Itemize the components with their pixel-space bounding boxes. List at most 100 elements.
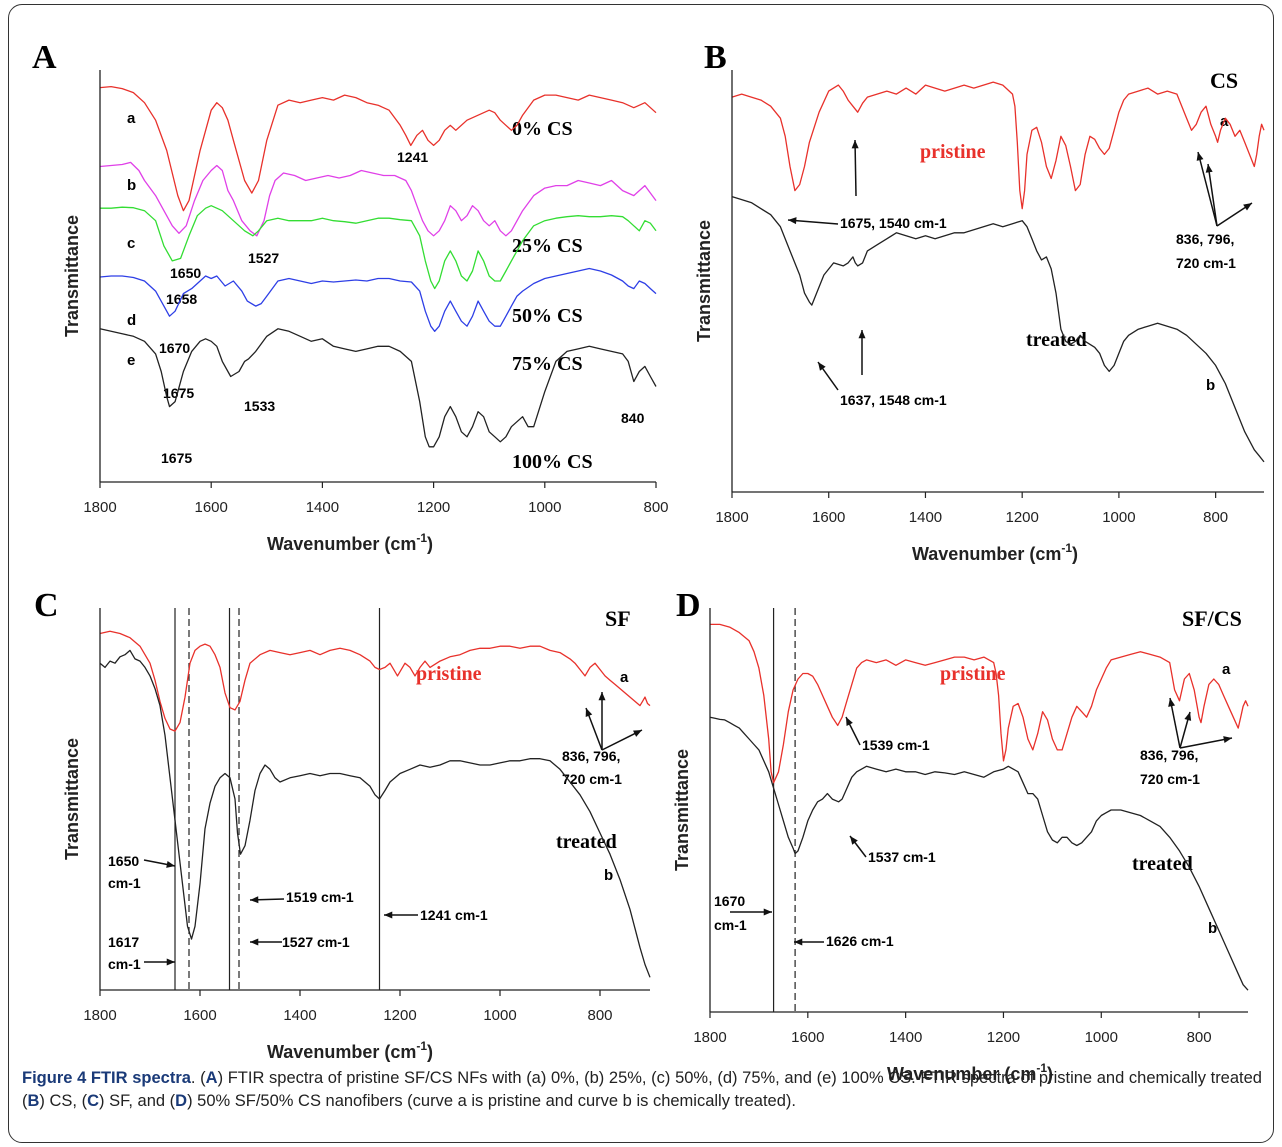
annotation-arrow xyxy=(384,911,418,919)
series-line xyxy=(99,328,657,448)
x-tick-label: 1200 xyxy=(383,1007,416,1024)
curve-letter: b xyxy=(1206,377,1215,394)
x-tick-label: 1600 xyxy=(791,1029,824,1046)
peak-label: 1650 xyxy=(170,265,201,281)
peak-label: 840 xyxy=(621,410,645,426)
annotation-arrow xyxy=(144,958,175,966)
peak-label: 1670 xyxy=(714,893,745,909)
caption-text: . ( xyxy=(190,1069,206,1087)
series-line xyxy=(100,205,657,290)
series-line xyxy=(99,267,657,332)
y-axis-label: Transmittance xyxy=(672,749,692,871)
panel-title: CS xyxy=(1210,68,1238,93)
annotation-arrow xyxy=(845,716,861,746)
x-tick-label: 800 xyxy=(1187,1029,1212,1046)
series-line xyxy=(731,195,1265,463)
series-line xyxy=(710,623,1249,784)
peak-label: 1670 xyxy=(159,340,190,356)
figure-frame xyxy=(8,4,1274,1143)
annotation-arrow xyxy=(1179,711,1192,749)
x-tick-label: 1400 xyxy=(889,1029,922,1046)
peak-label: 1539 cm-1 xyxy=(862,737,930,753)
x-tick-label: 800 xyxy=(587,1007,612,1024)
series-line xyxy=(99,630,651,732)
peak-label: 1650 xyxy=(108,853,139,869)
x-tick-label: 1400 xyxy=(909,509,942,526)
peak-label: cm-1 xyxy=(108,875,141,891)
caption-text: ) FTIR spectra of pristine SF/CS NFs wit… xyxy=(22,1069,1262,1110)
x-tick-label: 1000 xyxy=(528,499,561,516)
curve-letter: b xyxy=(1208,920,1217,937)
y-axis-label: Transmittance xyxy=(694,220,714,342)
annotation-arrow xyxy=(585,707,603,751)
peak-label: cm-1 xyxy=(108,956,141,972)
x-tick-label: 1600 xyxy=(183,1007,216,1024)
series-label: 75% CS xyxy=(512,353,583,375)
peak-label: 1527 xyxy=(248,250,279,266)
series-label: pristine xyxy=(920,141,986,163)
x-tick-label: 1800 xyxy=(693,1029,726,1046)
x-tick-label: 1000 xyxy=(483,1007,516,1024)
annotation-arrow xyxy=(1216,202,1253,227)
series-label: pristine xyxy=(416,663,482,685)
x-tick-label: 1600 xyxy=(195,499,228,516)
peak-label: 1675, 1540 cm-1 xyxy=(840,215,947,231)
peak-label: cm-1 xyxy=(714,917,747,933)
peak-label: 1533 xyxy=(244,398,275,414)
caption-ref: B xyxy=(27,1092,40,1110)
annotation-arrow xyxy=(143,859,176,868)
panel-c: C SF pristine treated a b 1650 cm-1 1617… xyxy=(34,587,651,1062)
x-tick-label: 1200 xyxy=(987,1029,1020,1046)
panel-c-letter: C xyxy=(34,587,59,624)
panel-title: SF xyxy=(605,606,631,631)
series-line xyxy=(99,161,657,237)
annotation-arrow xyxy=(787,217,839,225)
curve-letter: b xyxy=(604,867,613,884)
peak-label: 1527 cm-1 xyxy=(282,934,350,950)
x-tick-label: 1200 xyxy=(1005,509,1038,526)
caption-ref: C xyxy=(87,1092,100,1110)
x-tick-label: 1200 xyxy=(417,499,450,516)
peak-label: 1658 xyxy=(166,291,197,307)
annotation-arrow xyxy=(1205,163,1218,227)
x-tick-label: 1800 xyxy=(83,1007,116,1024)
panel-a: A 0% CS 25% CS 50% CS 75% CS 100% CS a b… xyxy=(32,39,669,554)
panel-title: SF/CS xyxy=(1182,606,1242,631)
caption-ref: D xyxy=(175,1092,188,1110)
series-label: 25% CS xyxy=(512,235,583,257)
x-tick-label: 800 xyxy=(643,499,668,516)
curve-letter: c xyxy=(127,235,135,252)
panel-d: D SF/CS pristine treated a b 1539 cm-1 1… xyxy=(672,587,1249,1084)
peak-label: 720 cm-1 xyxy=(562,771,622,787)
peak-label: 836, 796, xyxy=(1176,231,1234,247)
x-tick-label: 1400 xyxy=(306,499,339,516)
annotation-arrow xyxy=(601,729,643,751)
peak-label: 1637, 1548 cm-1 xyxy=(840,392,947,408)
series-line xyxy=(99,85,657,212)
x-tick-label: 1600 xyxy=(812,509,845,526)
x-tick-label: 1000 xyxy=(1085,1029,1118,1046)
x-axis-label: Wavenumber (cm-1) xyxy=(887,1061,1053,1084)
series-line xyxy=(709,716,1249,991)
caption-text: ) CS, ( xyxy=(39,1092,88,1110)
annotation-arrow xyxy=(794,938,824,946)
series-line xyxy=(731,81,1265,210)
annotation-arrow xyxy=(250,938,282,946)
curve-letter: d xyxy=(127,312,136,329)
x-axis-label: Wavenumber (cm-1) xyxy=(267,1039,433,1062)
x-axis-label: Wavenumber (cm-1) xyxy=(912,541,1078,564)
series-line xyxy=(99,649,651,978)
annotation-arrow xyxy=(817,361,839,391)
annotation-arrow xyxy=(598,692,606,750)
peak-label: 1241 cm-1 xyxy=(420,907,488,923)
series-label: treated xyxy=(1026,329,1087,351)
annotation-arrow xyxy=(730,908,772,916)
panel-d-letter: D xyxy=(676,587,701,624)
curve-letter: e xyxy=(127,352,135,369)
curve-letter: b xyxy=(127,177,136,194)
series-label: pristine xyxy=(940,663,1006,685)
curve-letter: a xyxy=(620,669,629,686)
peak-label: 1241 xyxy=(397,149,428,165)
series-label: treated xyxy=(1132,853,1193,875)
x-tick-label: 1800 xyxy=(715,509,748,526)
